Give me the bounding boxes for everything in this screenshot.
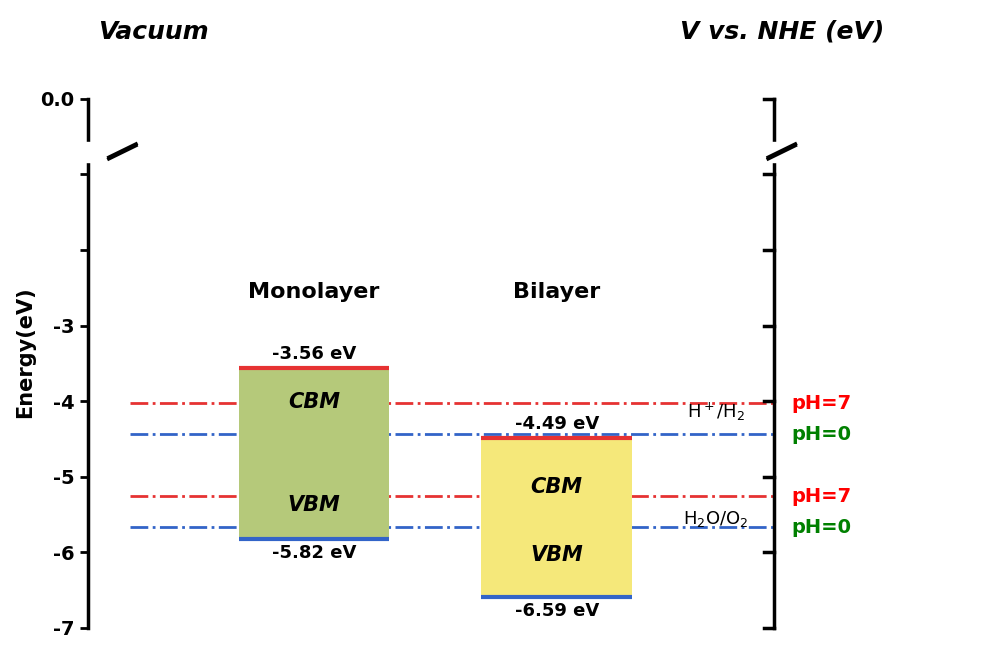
- Text: CBM: CBM: [530, 477, 582, 497]
- Text: VBM: VBM: [530, 545, 583, 565]
- Text: pH=0: pH=0: [791, 518, 851, 537]
- Text: pH=7: pH=7: [791, 487, 851, 506]
- Text: -5.82 eV: -5.82 eV: [272, 544, 356, 562]
- Text: Vacuum: Vacuum: [98, 20, 209, 43]
- Bar: [239, 368, 389, 539]
- Text: -6.59 eV: -6.59 eV: [515, 602, 599, 620]
- Text: VBM: VBM: [288, 495, 341, 515]
- Text: CBM: CBM: [288, 392, 340, 412]
- Text: -3.56 eV: -3.56 eV: [272, 345, 356, 363]
- Text: Bilayer: Bilayer: [514, 282, 600, 301]
- Text: Monolayer: Monolayer: [248, 282, 380, 301]
- Text: pH=0: pH=0: [791, 425, 851, 444]
- Text: V vs. NHE (eV): V vs. NHE (eV): [680, 20, 884, 43]
- Text: H$_2$O/O$_2$: H$_2$O/O$_2$: [683, 509, 748, 530]
- Text: H$^+$/H$_2$: H$^+$/H$_2$: [686, 400, 744, 422]
- Text: pH=7: pH=7: [791, 394, 851, 413]
- Y-axis label: Energy(eV): Energy(eV): [15, 286, 35, 418]
- Text: -4.49 eV: -4.49 eV: [515, 415, 599, 433]
- Bar: [481, 438, 632, 597]
